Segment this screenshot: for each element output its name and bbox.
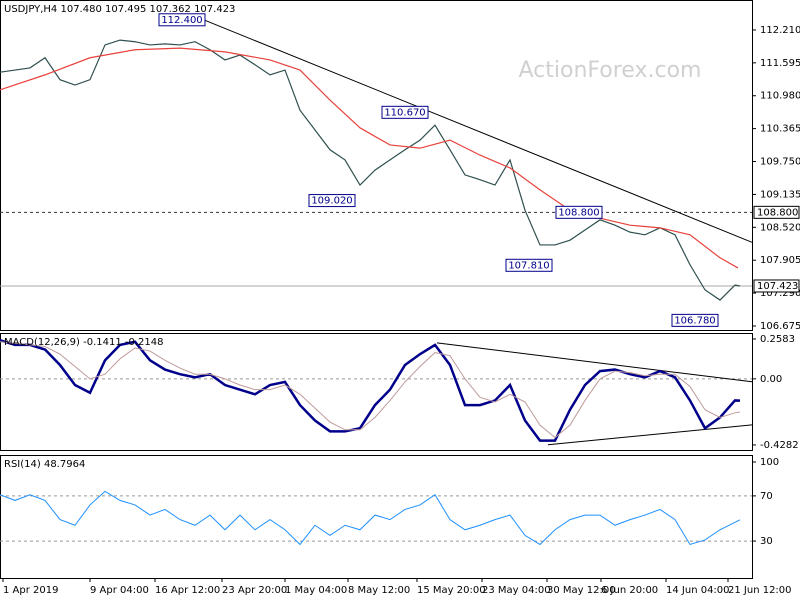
y-tick-label: -0.4282 <box>760 440 799 451</box>
x-tick-label: 1 May 04:00 <box>285 585 347 596</box>
price-label-box <box>753 279 800 293</box>
price-label: 108.800 <box>757 207 798 218</box>
x-tick-label: 14 Jun 04:00 <box>666 585 730 596</box>
series-line <box>0 490 741 546</box>
y-tick-label: 111.595 <box>760 58 800 69</box>
series-line <box>0 39 741 301</box>
y-tick-label: 110.980 <box>760 91 800 102</box>
x-tick-label: 16 Apr 12:00 <box>155 585 220 596</box>
trend-line <box>547 424 753 446</box>
x-tick-label: 8 May 12:00 <box>348 585 410 596</box>
annotation-box <box>671 313 719 327</box>
annotation: 107.810 <box>508 260 549 271</box>
y-tick-label: 109.135 <box>760 189 800 200</box>
annotation: 110.670 <box>384 107 425 118</box>
annotation: 112.400 <box>161 15 202 26</box>
annotation-box <box>505 258 553 272</box>
panel-frame <box>0 333 753 451</box>
x-tick-label: 15 May 20:00 <box>417 585 486 596</box>
trend-line <box>204 19 753 243</box>
x-tick-label: 30 May 12:00 <box>547 585 616 596</box>
price-label-box <box>753 205 800 219</box>
series-line <box>0 341 741 439</box>
annotation-box <box>555 205 603 219</box>
annotation: 109.020 <box>311 196 352 207</box>
annotation-box <box>158 13 206 27</box>
y-tick-label: 108.520 <box>760 222 800 233</box>
watermark: ActionForex.com <box>519 58 702 83</box>
series-line <box>0 339 741 442</box>
x-tick-label: 1 Apr 2019 <box>3 585 58 596</box>
x-tick-label: 23 May 04:00 <box>482 585 551 596</box>
y-tick-label: 110.365 <box>760 124 800 135</box>
annotation: 106.780 <box>674 315 715 326</box>
trend-line <box>436 342 753 383</box>
price-label: 107.423 <box>757 281 798 292</box>
y-tick-label: 0.2583 <box>760 334 795 345</box>
annotation-box <box>381 105 429 119</box>
panel-title: USDJPY,H4 107.480 107.495 107.362 107.42… <box>4 4 235 15</box>
x-tick-label: 6 Jun 20:00 <box>601 585 658 596</box>
panel-title: RSI(14) 48.7964 <box>4 459 85 470</box>
y-tick-label: 112.210 <box>760 25 800 36</box>
y-tick-label: 109.750 <box>760 157 800 168</box>
series-line <box>0 47 739 269</box>
panel-frame <box>0 0 753 331</box>
annotation: 108.800 <box>558 207 599 218</box>
x-tick-label: 21 Jun 12:00 <box>728 585 792 596</box>
y-tick-label: 107.290 <box>760 288 800 299</box>
panel-title: MACD(12,26,9) -0.1411 -0.2148 <box>4 337 164 348</box>
panel-frame <box>0 455 753 579</box>
y-tick-label: 106.675 <box>760 321 800 332</box>
x-tick-label: 23 Apr 20:00 <box>222 585 287 596</box>
y-tick-label: 30 <box>760 536 773 547</box>
y-tick-label: 107.905 <box>760 255 800 266</box>
x-tick-label: 9 Apr 04:00 <box>90 585 149 596</box>
annotation-box <box>308 194 356 208</box>
y-tick-label: 100 <box>760 457 779 468</box>
y-tick-label: 70 <box>760 491 773 502</box>
y-tick-label: 0.00 <box>760 374 782 385</box>
